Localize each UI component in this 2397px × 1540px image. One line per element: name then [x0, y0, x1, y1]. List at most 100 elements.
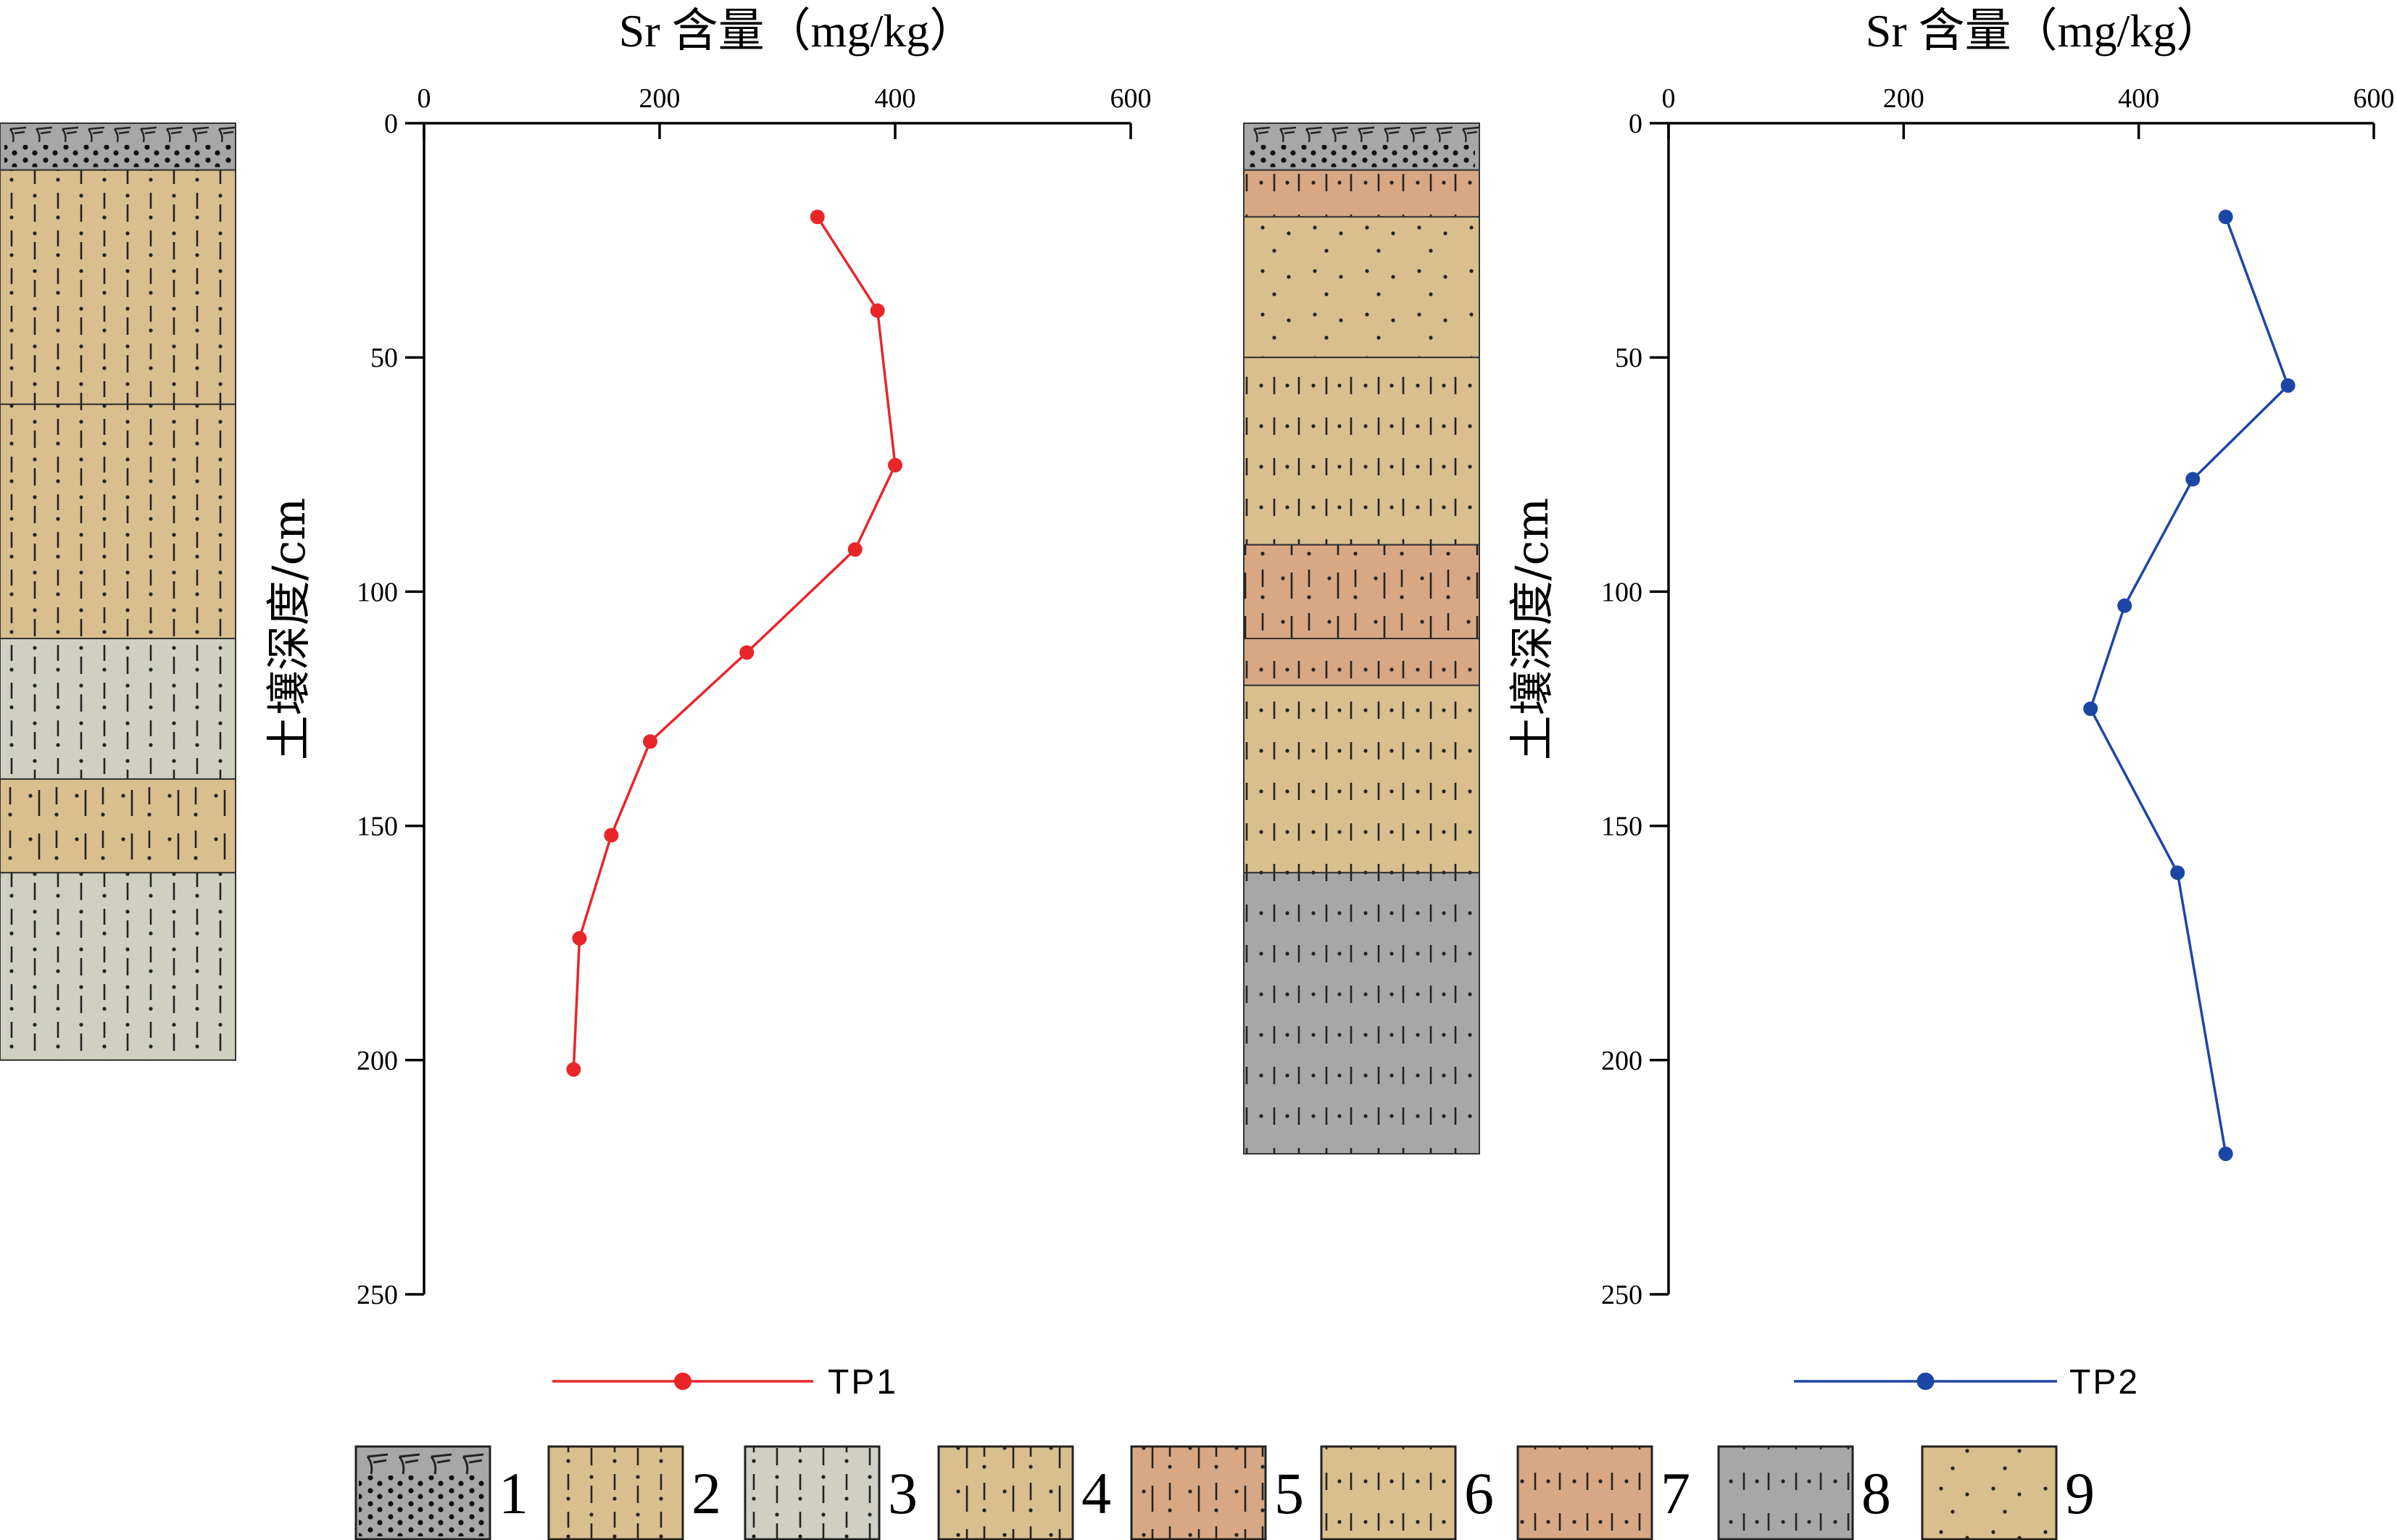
pattern-texture: [939, 1447, 1073, 1539]
soil-texture: [1244, 685, 1479, 873]
pattern-key-item-7: 7: [1516, 1445, 1690, 1540]
pattern-key-label: 9: [2065, 1460, 2095, 1526]
y-tick-label: 150: [1601, 812, 1642, 842]
grass-mark: [166, 126, 183, 143]
y-tick-label: 200: [1601, 1046, 1642, 1076]
legend-TP2: TP2: [1794, 1363, 2140, 1402]
pattern-key-item-2: 2: [547, 1445, 721, 1540]
pattern-key-item-9: 9: [1921, 1445, 2095, 1540]
y-tick-label: 50: [1615, 343, 1642, 373]
soil-texture: [0, 404, 236, 639]
gravel-texture: [359, 1476, 487, 1536]
x-tick-label: 400: [875, 83, 916, 114]
x-tick-label: 600: [1110, 83, 1152, 114]
soil-texture: [0, 778, 236, 873]
x-axis-title: Sr 含量（mg/kg）: [619, 5, 976, 57]
y-tick-label: 0: [1629, 109, 1642, 139]
pattern-texture: [1719, 1447, 1853, 1539]
grass-mark: [1384, 126, 1401, 143]
soil-texture: [0, 873, 236, 1060]
data-point: [2218, 1146, 2233, 1162]
grass-mark: [398, 1453, 420, 1475]
pattern-key-label: 1: [499, 1460, 528, 1526]
grass-mark: [1410, 126, 1427, 143]
pattern-key-label: 7: [1661, 1460, 1690, 1526]
pattern-key-label: 5: [1274, 1460, 1304, 1526]
x-tick-label: 0: [417, 83, 431, 114]
grass-mark: [140, 126, 157, 143]
grass-mark: [1436, 126, 1453, 143]
grass-mark: [1332, 126, 1349, 143]
pattern-texture: [1922, 1447, 2056, 1539]
grass-mark: [1279, 126, 1297, 143]
legend-label: TP1: [828, 1363, 898, 1402]
data-point: [566, 1062, 581, 1077]
soil-texture: [1244, 638, 1479, 686]
pattern-texture: [1518, 1447, 1652, 1539]
grass-mark: [430, 1453, 452, 1475]
data-point: [572, 931, 587, 946]
grass-mark: [462, 1453, 484, 1475]
grass-mark: [88, 126, 105, 143]
soil-texture: [1244, 873, 1479, 1154]
pattern-texture: [1131, 1447, 1266, 1539]
soil-column-2: [1243, 122, 1480, 1155]
pattern-key-item-8: 8: [1717, 1445, 1891, 1540]
pattern-key-label: 8: [1861, 1460, 1891, 1526]
legend-marker: [1916, 1373, 1935, 1390]
series-line-TP2: [2089, 216, 2290, 1154]
grass-mark: [62, 126, 79, 143]
data-point: [888, 457, 902, 473]
data-point: [2218, 209, 2233, 225]
gravel-texture: [1248, 145, 1475, 167]
grass-mark: [1462, 126, 1479, 143]
grass-mark: [218, 126, 236, 143]
pattern-key-label: 3: [888, 1460, 918, 1526]
y-axis-title: 土壤深度/cm: [1505, 498, 1558, 760]
y-tick-label: 200: [357, 1046, 398, 1076]
soil-texture: [1244, 357, 1479, 545]
grass-mark: [366, 1453, 389, 1475]
data-point: [604, 828, 619, 843]
grass-mark: [192, 126, 209, 143]
y-tick-label: 250: [1601, 1280, 1642, 1310]
grass-mark: [1253, 126, 1271, 143]
pattern-texture: [745, 1447, 879, 1539]
pattern-key-label: 2: [691, 1460, 721, 1526]
legend-TP1: TP1: [552, 1363, 898, 1402]
x-tick-label: 200: [1883, 83, 1924, 114]
legend-label: TP2: [2069, 1363, 2140, 1402]
y-tick-label: 50: [370, 343, 398, 373]
chart-panel-1: 0 200 400 600 0 50 100 150 200 250 Sr 含量（mg/kg） 土壤深…: [262, 5, 1152, 1310]
data-point: [739, 645, 755, 660]
pattern-key-label: 4: [1081, 1460, 1111, 1526]
legend-marker: [674, 1373, 691, 1390]
x-axis-title: Sr 含量（mg/kg）: [1866, 5, 2222, 57]
pattern-key-label: 6: [1464, 1460, 1494, 1526]
pattern-key-item-1: 1: [354, 1445, 528, 1540]
grass-mark: [1305, 126, 1323, 143]
pattern-key-item-3: 3: [744, 1445, 918, 1540]
y-axis-title: 土壤深度/cm: [262, 498, 315, 760]
pattern-key-item-4: 4: [937, 1445, 1111, 1540]
data-point: [810, 209, 825, 225]
y-tick-label: 100: [1601, 577, 1642, 607]
data-point: [2280, 378, 2296, 393]
data-point: [870, 303, 885, 318]
y-tick-label: 0: [384, 109, 398, 139]
pattern-texture: [1321, 1447, 1455, 1539]
data-point: [847, 542, 863, 557]
x-tick-label: 600: [2354, 83, 2395, 114]
data-point: [2117, 598, 2132, 613]
grass-mark: [1358, 126, 1375, 143]
data-point: [2083, 702, 2098, 716]
pattern-texture: [549, 1447, 683, 1539]
grass-mark: [9, 126, 27, 143]
pattern-key-item-6: 6: [1320, 1445, 1494, 1540]
y-tick-label: 100: [357, 577, 398, 607]
x-tick-label: 400: [2118, 83, 2159, 114]
y-tick-label: 150: [357, 812, 398, 842]
soil-texture: [1244, 217, 1479, 358]
soil-texture: [1244, 170, 1479, 217]
